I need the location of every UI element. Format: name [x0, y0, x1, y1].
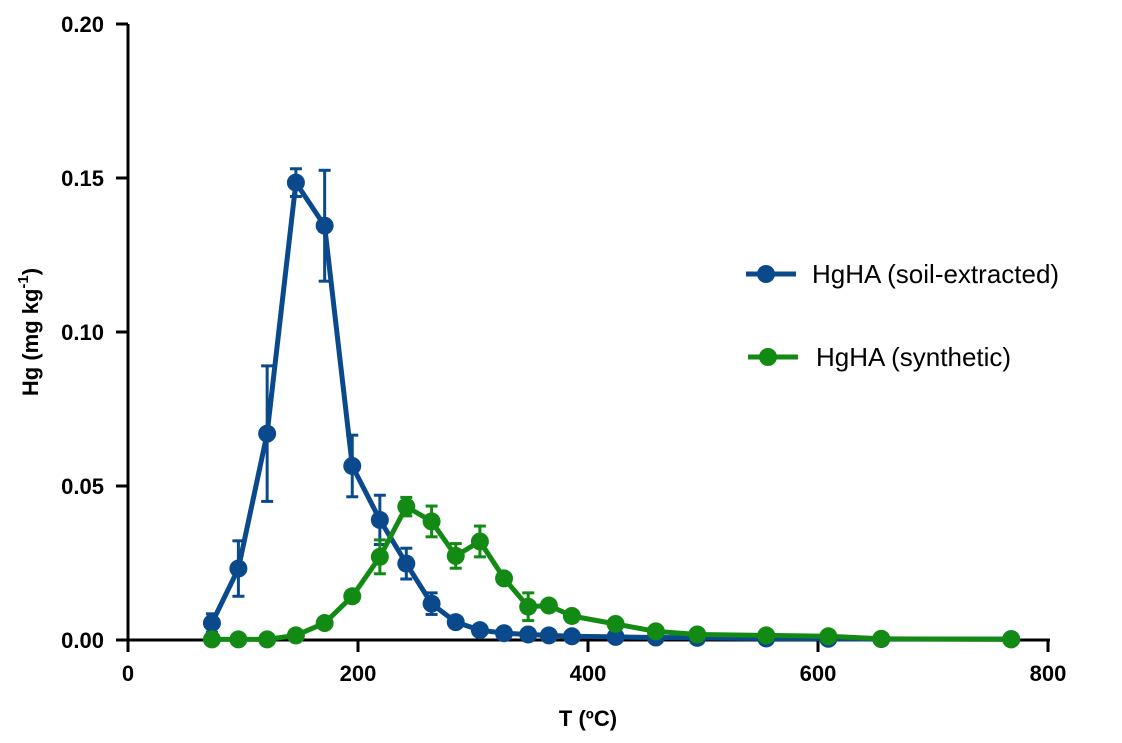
series-layer	[202, 167, 1021, 649]
y-tick-label: 0.15	[61, 166, 104, 191]
y-tick-label: 0.00	[61, 628, 104, 653]
data-point-synthetic	[422, 512, 441, 531]
data-point-synthetic	[688, 625, 707, 644]
legend-entry-soil-extracted: HgHA (soil-extracted)	[746, 259, 1059, 289]
data-point-soil-extracted	[202, 614, 221, 633]
data-point-synthetic	[539, 596, 558, 615]
data-point-soil-extracted	[370, 510, 389, 529]
y-tick-label: 0.05	[61, 474, 104, 499]
x-tick-label: 600	[800, 661, 837, 686]
legend-label-synthetic: HgHA (synthetic)	[816, 342, 1011, 372]
legend: HgHA (soil-extracted) HgHA (synthetic)	[746, 259, 1059, 372]
series-soil-extracted	[202, 167, 1021, 649]
data-point-soil-extracted	[422, 594, 441, 613]
x-tick-label: 0	[122, 661, 134, 686]
data-point-soil-extracted	[446, 613, 465, 632]
data-point-synthetic	[819, 627, 838, 646]
data-point-synthetic	[519, 597, 538, 616]
y-axis-title-sup: -1	[15, 275, 32, 288]
y-axis-title: Hg (mg kg-1)	[15, 268, 43, 396]
x-tick-label: 800	[1030, 661, 1067, 686]
data-point-synthetic	[286, 626, 305, 645]
y-ticks: 0.00 0.05 0.10 0.15 0.20	[61, 12, 128, 653]
x-ticks: 0 200 400 600 800	[122, 640, 1066, 686]
data-point-synthetic	[495, 569, 514, 588]
data-point-soil-extracted	[519, 625, 538, 644]
data-point-soil-extracted	[343, 456, 362, 475]
data-point-soil-extracted	[606, 627, 625, 646]
y-tick-label: 0.20	[61, 12, 104, 37]
data-point-soil-extracted	[315, 216, 334, 235]
series-line-synthetic	[211, 504, 1012, 642]
data-point-synthetic	[202, 630, 221, 649]
x-axis-title: T (ºC)	[559, 706, 617, 731]
data-point-synthetic	[397, 497, 416, 516]
x-tick-label: 200	[340, 661, 377, 686]
data-point-soil-extracted	[470, 621, 489, 640]
data-point-synthetic	[872, 629, 891, 648]
legend-entry-synthetic: HgHA (synthetic)	[748, 342, 1011, 372]
data-point-synthetic	[229, 630, 248, 649]
data-point-soil-extracted	[397, 554, 416, 573]
data-point-synthetic	[470, 532, 489, 551]
data-point-soil-extracted	[562, 627, 581, 646]
data-point-soil-extracted	[286, 173, 305, 192]
series-synthetic	[202, 495, 1021, 649]
data-point-soil-extracted	[229, 559, 248, 578]
legend-marker-synthetic	[759, 348, 777, 366]
y-axis-title-main: Hg (mg kg	[18, 289, 43, 397]
data-point-synthetic	[370, 547, 389, 566]
data-point-soil-extracted	[539, 626, 558, 645]
series-line-soil-extracted	[209, 180, 1012, 642]
y-axis-title-end: )	[18, 268, 43, 275]
data-point-soil-extracted	[258, 424, 277, 443]
data-point-soil-extracted	[495, 624, 514, 643]
legend-label-soil-extracted: HgHA (soil-extracted)	[812, 259, 1059, 289]
data-point-synthetic	[606, 614, 625, 633]
data-point-synthetic	[757, 626, 776, 645]
data-point-synthetic	[315, 614, 334, 633]
data-point-synthetic	[343, 587, 362, 606]
data-point-synthetic	[1002, 630, 1021, 649]
data-point-synthetic	[258, 630, 277, 649]
data-point-synthetic	[446, 546, 465, 565]
x-tick-label: 400	[570, 661, 607, 686]
y-tick-label: 0.10	[61, 320, 104, 345]
data-point-synthetic	[646, 622, 665, 641]
legend-marker-soil-extracted	[757, 265, 775, 283]
data-point-synthetic	[562, 606, 581, 625]
